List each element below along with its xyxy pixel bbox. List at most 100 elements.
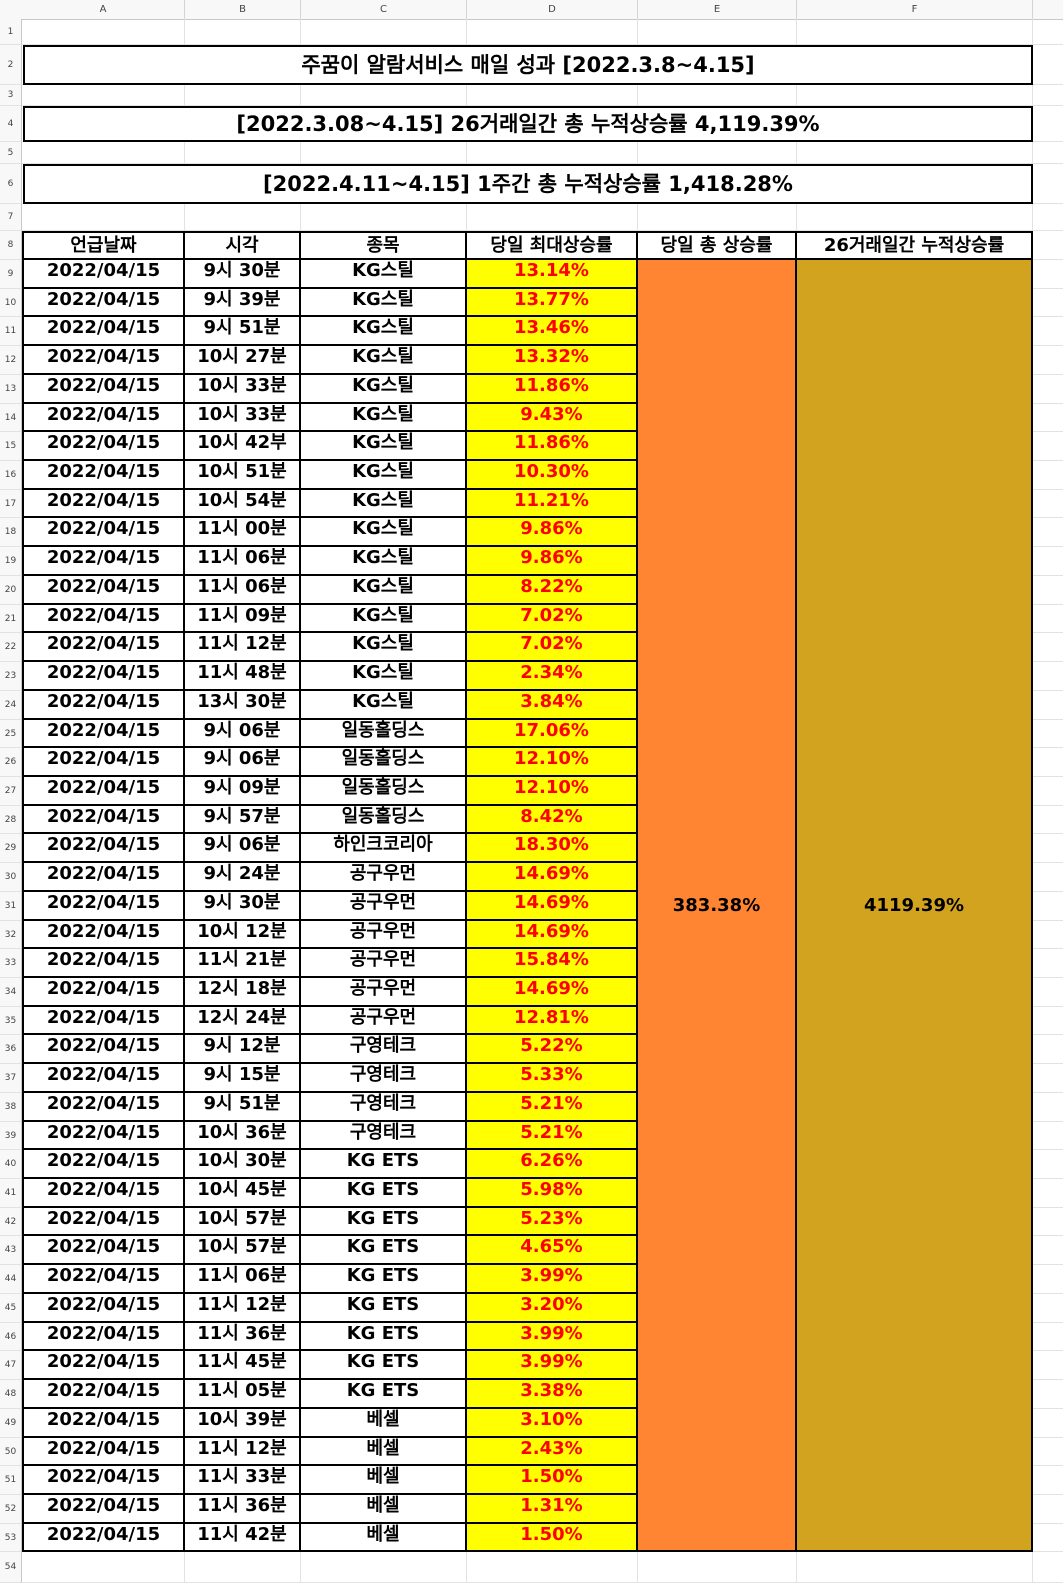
stock-cell[interactable]: 구영테크 xyxy=(301,1121,467,1151)
date-cell[interactable]: 2022/04/15 xyxy=(22,748,185,777)
stock-cell[interactable]: KG스틸 xyxy=(301,403,467,433)
time-cell[interactable]: 12시 18분 xyxy=(185,978,301,1007)
row-header-36[interactable]: 36 xyxy=(0,1035,22,1065)
date-cell[interactable]: 2022/04/15 xyxy=(22,690,185,720)
max-rate-cell[interactable]: 11.21% xyxy=(467,489,638,519)
max-rate-cell[interactable]: 9.86% xyxy=(467,518,638,548)
max-rate-cell[interactable]: 14.69% xyxy=(467,978,638,1007)
stock-cell[interactable]: KG ETS xyxy=(301,1236,467,1266)
time-cell[interactable]: 10시 36분 xyxy=(185,1121,301,1151)
time-cell[interactable]: 11시 36분 xyxy=(185,1494,301,1524)
time-cell[interactable]: 10시 27분 xyxy=(185,346,301,375)
max-rate-cell[interactable]: 3.10% xyxy=(467,1408,638,1438)
time-cell[interactable]: 10시 57분 xyxy=(185,1236,301,1266)
stock-cell[interactable]: KG스틸 xyxy=(301,690,467,720)
row-header-44[interactable]: 44 xyxy=(0,1265,22,1294)
time-cell[interactable]: 9시 51분 xyxy=(185,317,301,347)
date-cell[interactable]: 2022/04/15 xyxy=(22,374,185,404)
time-cell[interactable]: 10시 54분 xyxy=(185,489,301,519)
stock-cell[interactable]: KG스틸 xyxy=(301,346,467,375)
time-cell[interactable]: 13시 30분 xyxy=(185,690,301,720)
row-header-40[interactable]: 40 xyxy=(0,1150,22,1180)
max-rate-cell[interactable]: 13.14% xyxy=(467,260,638,289)
row-header-15[interactable]: 15 xyxy=(0,432,22,462)
time-cell[interactable]: 11시 09분 xyxy=(185,604,301,634)
row-header-33[interactable]: 33 xyxy=(0,949,22,978)
max-rate-cell[interactable]: 3.99% xyxy=(467,1322,638,1352)
daily-total-merged-cell[interactable]: 383.38% xyxy=(638,260,797,1553)
date-cell[interactable]: 2022/04/15 xyxy=(22,317,185,347)
time-cell[interactable]: 9시 30분 xyxy=(185,260,301,289)
stock-cell[interactable]: 베셀 xyxy=(301,1408,467,1438)
row-header-13[interactable]: 13 xyxy=(0,374,22,404)
row-header-16[interactable]: 16 xyxy=(0,461,22,490)
stock-cell[interactable]: KG ETS xyxy=(301,1322,467,1352)
stock-cell[interactable]: 공구우먼 xyxy=(301,978,467,1007)
max-rate-cell[interactable]: 12.81% xyxy=(467,1006,638,1036)
row-header-2[interactable]: 2 xyxy=(0,45,22,85)
column-header-a[interactable]: A xyxy=(22,0,185,20)
stock-cell[interactable]: KG스틸 xyxy=(301,518,467,548)
date-cell[interactable]: 2022/04/15 xyxy=(22,949,185,978)
time-cell[interactable]: 10시 42부 xyxy=(185,432,301,462)
time-cell[interactable]: 11시 06분 xyxy=(185,575,301,605)
stock-cell[interactable]: KG ETS xyxy=(301,1265,467,1294)
column-header-c[interactable]: C xyxy=(301,0,467,20)
max-rate-cell[interactable]: 18.30% xyxy=(467,834,638,864)
max-rate-cell[interactable]: 5.33% xyxy=(467,1064,638,1093)
stock-cell[interactable]: 공구우먼 xyxy=(301,863,467,892)
max-rate-cell[interactable]: 5.23% xyxy=(467,1207,638,1237)
stock-cell[interactable]: 구영테크 xyxy=(301,1035,467,1065)
max-rate-cell[interactable]: 3.38% xyxy=(467,1380,638,1409)
date-cell[interactable]: 2022/04/15 xyxy=(22,1006,185,1036)
max-rate-cell[interactable]: 7.02% xyxy=(467,604,638,634)
date-cell[interactable]: 2022/04/15 xyxy=(22,1322,185,1352)
date-cell[interactable]: 2022/04/15 xyxy=(22,1150,185,1180)
max-rate-cell[interactable]: 11.86% xyxy=(467,374,638,404)
max-rate-cell[interactable]: 5.98% xyxy=(467,1179,638,1208)
date-cell[interactable]: 2022/04/15 xyxy=(22,403,185,433)
time-cell[interactable]: 9시 51분 xyxy=(185,1092,301,1122)
max-rate-cell[interactable]: 1.31% xyxy=(467,1494,638,1524)
stock-cell[interactable]: KG스틸 xyxy=(301,662,467,691)
row-header-23[interactable]: 23 xyxy=(0,662,22,691)
date-cell[interactable]: 2022/04/15 xyxy=(22,547,185,576)
row-header-32[interactable]: 32 xyxy=(0,920,22,950)
date-cell[interactable]: 2022/04/15 xyxy=(22,1207,185,1237)
stock-cell[interactable]: 베셀 xyxy=(301,1466,467,1495)
row-header-31[interactable]: 31 xyxy=(0,891,22,921)
date-cell[interactable]: 2022/04/15 xyxy=(22,662,185,691)
date-cell[interactable]: 2022/04/15 xyxy=(22,719,185,749)
row-header-54[interactable]: 54 xyxy=(0,1552,22,1583)
time-cell[interactable]: 9시 57분 xyxy=(185,805,301,835)
time-cell[interactable]: 11시 06분 xyxy=(185,547,301,576)
row-header-35[interactable]: 35 xyxy=(0,1006,22,1036)
time-cell[interactable]: 10시 51분 xyxy=(185,461,301,490)
date-cell[interactable]: 2022/04/15 xyxy=(22,260,185,289)
date-cell[interactable]: 2022/04/15 xyxy=(22,604,185,634)
stock-cell[interactable]: 베셀 xyxy=(301,1523,467,1553)
date-cell[interactable]: 2022/04/15 xyxy=(22,920,185,950)
time-cell[interactable]: 10시 12분 xyxy=(185,920,301,950)
max-rate-cell[interactable]: 10.30% xyxy=(467,461,638,490)
date-cell[interactable]: 2022/04/15 xyxy=(22,633,185,663)
stock-cell[interactable]: KG스틸 xyxy=(301,489,467,519)
time-cell[interactable]: 11시 21분 xyxy=(185,949,301,978)
date-cell[interactable]: 2022/04/15 xyxy=(22,1408,185,1438)
time-cell[interactable]: 9시 39분 xyxy=(185,288,301,318)
time-cell[interactable]: 11시 42분 xyxy=(185,1523,301,1553)
max-rate-cell[interactable]: 3.20% xyxy=(467,1293,638,1323)
stock-cell[interactable]: KG스틸 xyxy=(301,547,467,576)
date-cell[interactable]: 2022/04/15 xyxy=(22,776,185,806)
row-header-41[interactable]: 41 xyxy=(0,1179,22,1208)
time-cell[interactable]: 11시 12분 xyxy=(185,1293,301,1323)
row-header-9[interactable]: 9 xyxy=(0,260,22,289)
stock-cell[interactable]: KG스틸 xyxy=(301,575,467,605)
stock-cell[interactable]: KG ETS xyxy=(301,1293,467,1323)
time-cell[interactable]: 9시 15분 xyxy=(185,1064,301,1093)
max-rate-cell[interactable]: 14.69% xyxy=(467,920,638,950)
row-header-26[interactable]: 26 xyxy=(0,748,22,777)
max-rate-cell[interactable]: 1.50% xyxy=(467,1523,638,1553)
date-cell[interactable]: 2022/04/15 xyxy=(22,489,185,519)
date-cell[interactable]: 2022/04/15 xyxy=(22,1265,185,1294)
